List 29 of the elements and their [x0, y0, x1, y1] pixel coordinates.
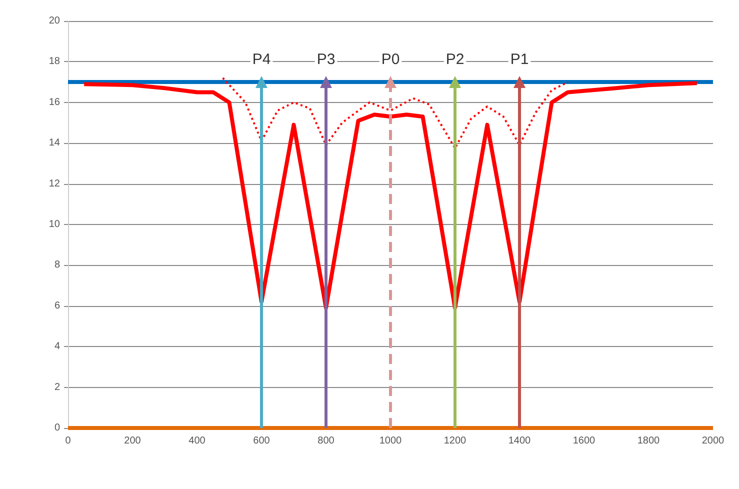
y-tick-label: 0	[54, 422, 60, 434]
series-label: P2	[446, 51, 464, 68]
x-tick-label: 1800	[637, 436, 660, 446]
x-tick-label: 600	[253, 436, 270, 446]
series-label: P3	[316, 51, 336, 68]
line-series	[222, 76, 569, 150]
y-tick-label: 10	[48, 219, 60, 230]
y-tick-label: 2	[54, 382, 60, 393]
x-tick-label: 200	[124, 436, 142, 446]
series-label: P4	[252, 51, 271, 68]
series-label: P0	[381, 51, 400, 68]
y-tick-label: 6	[54, 300, 60, 312]
x-tick-label: 1200	[444, 436, 467, 446]
line-series	[82, 81, 699, 310]
y-tick-label: 18	[48, 56, 60, 68]
x-tick-label: 800	[318, 436, 335, 446]
x-tick-label: 0	[65, 436, 72, 446]
series-label: P1	[510, 51, 529, 68]
y-tick-label: 12	[48, 178, 60, 190]
y-tick-label: 20	[48, 16, 60, 26]
y-tick-label: 16	[48, 96, 60, 108]
y-tick-label: 14	[48, 138, 60, 149]
x-tick-label: 2000	[702, 436, 725, 446]
x-tick-label: 1000	[379, 436, 402, 446]
x-tick-label: 1400	[508, 436, 532, 446]
y-tick-label: 8	[54, 260, 60, 271]
x-tick-label: 1600	[572, 436, 596, 446]
y-tick-label: 4	[54, 341, 60, 352]
x-tick-label: 400	[188, 436, 206, 446]
